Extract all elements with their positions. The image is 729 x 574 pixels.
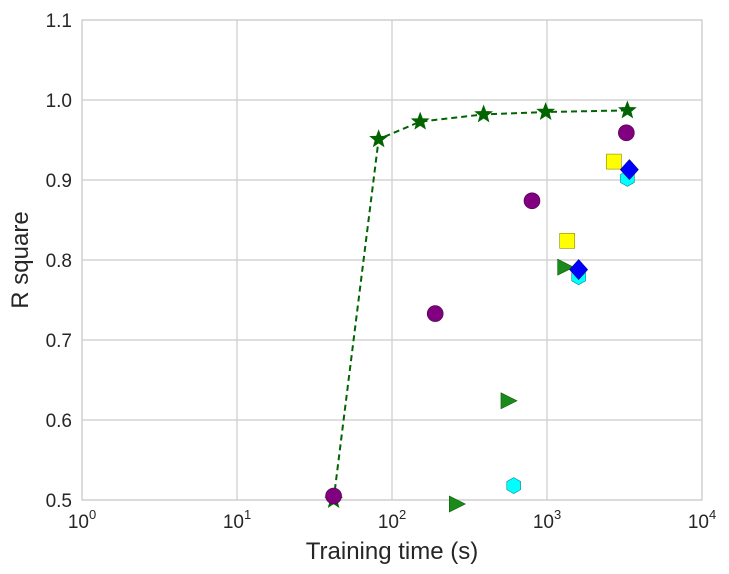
square-marker bbox=[559, 233, 576, 249]
x-tick-label: 104 bbox=[688, 507, 716, 533]
x-axis-label: Training time (s) bbox=[306, 538, 478, 565]
star-marker bbox=[474, 104, 494, 123]
circle-marker bbox=[325, 487, 342, 505]
x-tick-base: 10 bbox=[68, 512, 89, 533]
triangle-marker bbox=[500, 392, 518, 410]
x-tick-exponent: 2 bbox=[399, 507, 406, 522]
plot-series bbox=[324, 100, 639, 513]
y-tick-label: 0.8 bbox=[46, 251, 72, 272]
y-tick-labels: 0.5 0.6 0.7 0.8 0.9 1.0 1.1 bbox=[46, 11, 72, 512]
x-tick-label: 101 bbox=[223, 507, 251, 533]
y-tick-label: 0.6 bbox=[46, 411, 72, 432]
circle-marker bbox=[523, 192, 541, 210]
x-tick-labels: 100 101 102 103 104 bbox=[68, 507, 716, 533]
circle-marker bbox=[426, 305, 444, 322]
hexagon-marker bbox=[506, 477, 521, 494]
star-marker bbox=[410, 111, 430, 130]
series-line bbox=[332, 109, 628, 501]
circle-marker bbox=[618, 124, 635, 142]
y-tick-label: 1.1 bbox=[46, 11, 72, 32]
star-marker bbox=[536, 102, 556, 121]
grid bbox=[81, 19, 703, 501]
y-tick-label: 0.7 bbox=[46, 331, 72, 352]
x-tick-exponent: 3 bbox=[554, 507, 561, 522]
diamond-marker bbox=[619, 159, 639, 181]
x-tick-base: 10 bbox=[378, 512, 399, 533]
plot-area-frame bbox=[81, 19, 703, 501]
x-tick-base: 10 bbox=[533, 512, 554, 533]
y-tick-label: 0.9 bbox=[46, 171, 72, 192]
square-marker bbox=[606, 153, 622, 170]
x-tick-base: 10 bbox=[223, 512, 244, 533]
triangle-marker bbox=[557, 258, 575, 276]
triangle-marker bbox=[449, 495, 466, 513]
x-tick-label: 103 bbox=[533, 507, 561, 533]
x-tick-base: 10 bbox=[688, 512, 709, 533]
star-marker bbox=[617, 100, 637, 119]
x-tick-label: 102 bbox=[378, 507, 406, 533]
star-marker bbox=[369, 129, 389, 148]
diamond-marker bbox=[569, 259, 589, 281]
x-tick-exponent: 1 bbox=[244, 507, 251, 522]
x-tick-exponent: 0 bbox=[89, 507, 96, 522]
x-tick-label: 100 bbox=[68, 507, 96, 533]
y-axis-label: R square bbox=[7, 211, 34, 308]
y-tick-label: 1.0 bbox=[46, 91, 72, 112]
y-tick-label: 0.5 bbox=[46, 491, 72, 512]
x-tick-exponent: 4 bbox=[709, 507, 716, 522]
